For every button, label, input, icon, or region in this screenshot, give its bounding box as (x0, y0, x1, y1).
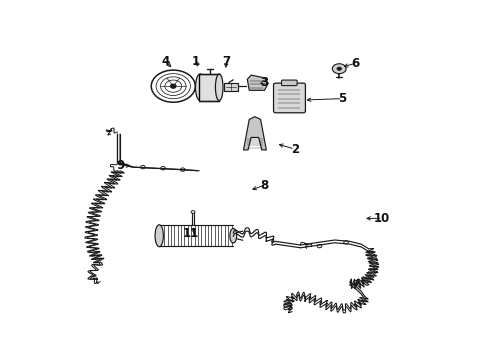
Text: 9: 9 (116, 159, 124, 172)
Polygon shape (247, 75, 268, 90)
Bar (224, 82, 238, 91)
Ellipse shape (216, 74, 223, 100)
Text: 7: 7 (222, 55, 230, 68)
FancyBboxPatch shape (273, 83, 305, 113)
Circle shape (170, 84, 176, 89)
Text: 11: 11 (182, 226, 198, 240)
Text: 1: 1 (192, 55, 200, 68)
FancyBboxPatch shape (281, 80, 297, 86)
Ellipse shape (196, 74, 205, 100)
Text: 3: 3 (260, 76, 269, 89)
Circle shape (337, 67, 342, 70)
Ellipse shape (155, 225, 163, 247)
Text: 10: 10 (374, 212, 390, 225)
Polygon shape (244, 117, 267, 150)
Text: 4: 4 (162, 55, 170, 68)
Text: 5: 5 (338, 92, 346, 105)
Text: 2: 2 (291, 143, 299, 156)
Circle shape (332, 64, 346, 74)
Text: 8: 8 (260, 179, 269, 192)
FancyBboxPatch shape (199, 74, 219, 100)
Text: 6: 6 (351, 57, 360, 69)
Ellipse shape (230, 229, 237, 243)
